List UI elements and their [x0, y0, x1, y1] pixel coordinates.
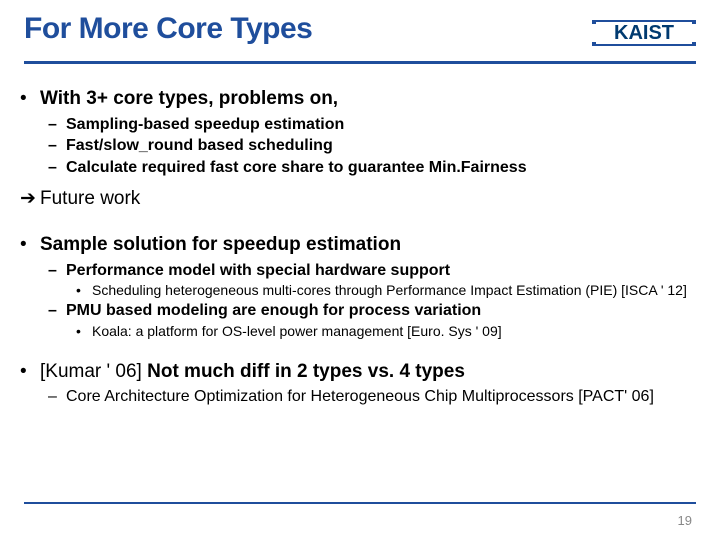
bullet-l3: Koala: a platform for OS-level power man…	[92, 322, 690, 341]
bullet-l1-arrow: Future work	[40, 186, 690, 212]
footer-line	[24, 502, 696, 504]
bullet-l2: Calculate required fast core share to gu…	[66, 157, 690, 179]
bullet-text: With 3+ core types, problems on,	[40, 88, 338, 109]
logo-text: KAIST	[614, 22, 674, 44]
bullet-text: Sample solution for speedup estimation	[40, 234, 401, 255]
content: With 3+ core types, problems on, Samplin…	[0, 64, 720, 408]
kaist-logo-svg: KAIST	[592, 16, 696, 50]
bullet-l2: Sampling-based speedup estimation	[66, 114, 690, 136]
bullet-l2: Fast/slow_round based scheduling	[66, 135, 690, 157]
slide-title: For More Core Types	[24, 12, 312, 46]
bullet-l2: Performance model with special hardware …	[66, 260, 690, 282]
bullet-prefix: [Kumar ' 06]	[40, 361, 147, 382]
page-number: 19	[678, 513, 692, 528]
bullet-l1: [Kumar ' 06] Not much diff in 2 types vs…	[40, 359, 690, 385]
bullet-bold: Not much diff in 2 types vs. 4 types	[147, 361, 465, 382]
kaist-logo: KAIST	[592, 16, 696, 55]
header: For More Core Types KAIST	[0, 0, 720, 55]
bullet-l1: With 3+ core types, problems on,	[40, 86, 690, 112]
bullet-l2: Core Architecture Optimization for Heter…	[66, 386, 690, 408]
bullet-l1: Sample solution for speedup estimation	[40, 232, 690, 258]
bullet-l3: Scheduling heterogeneous multi-cores thr…	[92, 281, 690, 300]
bullet-l2: PMU based modeling are enough for proces…	[66, 300, 690, 322]
slide: For More Core Types KAIST With 3+ core t…	[0, 0, 720, 540]
